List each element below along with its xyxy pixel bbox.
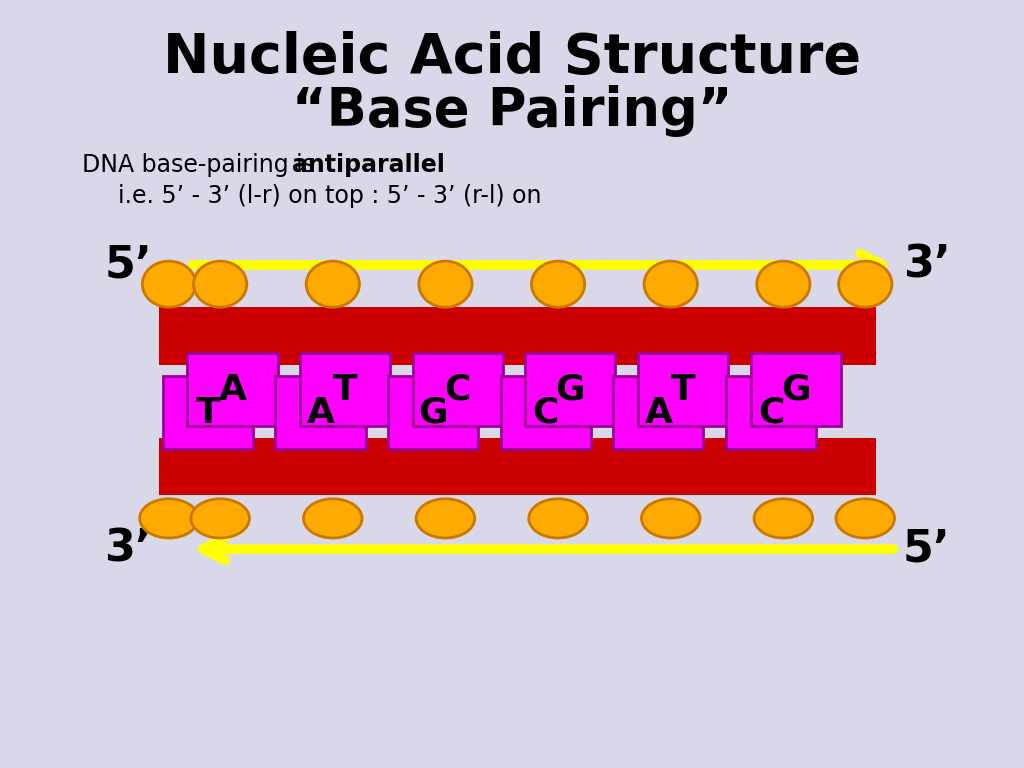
Ellipse shape — [757, 261, 810, 307]
Text: A: A — [218, 372, 247, 407]
Text: G: G — [556, 372, 585, 407]
Bar — [163, 376, 253, 449]
Ellipse shape — [142, 261, 196, 307]
Text: i.e. 5’ - 3’ (l-r) on top : 5’ - 3’ (r-l) on: i.e. 5’ - 3’ (l-r) on top : 5’ - 3’ (r-l… — [118, 184, 542, 208]
Bar — [638, 353, 728, 426]
Bar — [751, 353, 841, 426]
Bar — [187, 353, 278, 426]
Text: Nucleic Acid Structure: Nucleic Acid Structure — [163, 31, 861, 84]
Text: 5’: 5’ — [104, 243, 152, 286]
Ellipse shape — [531, 261, 585, 307]
Ellipse shape — [139, 499, 199, 538]
Bar — [388, 376, 478, 449]
Text: C: C — [758, 396, 784, 430]
Bar — [413, 353, 503, 426]
Ellipse shape — [754, 499, 813, 538]
Bar — [159, 307, 876, 365]
Ellipse shape — [839, 261, 892, 307]
Ellipse shape — [644, 261, 697, 307]
Ellipse shape — [194, 261, 247, 307]
Bar — [159, 438, 876, 495]
Text: G: G — [781, 372, 810, 407]
Ellipse shape — [641, 499, 700, 538]
Ellipse shape — [190, 499, 250, 538]
Text: DNA base-pairing is: DNA base-pairing is — [82, 153, 323, 177]
Text: G: G — [419, 396, 447, 430]
Text: A: A — [644, 396, 673, 430]
Text: “Base Pairing”: “Base Pairing” — [292, 85, 732, 137]
Ellipse shape — [303, 499, 362, 538]
Ellipse shape — [306, 261, 359, 307]
Bar — [501, 376, 591, 449]
Bar — [613, 376, 703, 449]
Ellipse shape — [528, 499, 588, 538]
Text: 5’: 5’ — [903, 528, 950, 571]
Text: A: A — [306, 396, 335, 430]
Bar — [525, 353, 615, 426]
Text: C: C — [444, 372, 471, 407]
Text: C: C — [532, 396, 559, 430]
Bar — [726, 376, 816, 449]
Text: antiparallel: antiparallel — [292, 153, 444, 177]
Bar — [275, 376, 366, 449]
Text: 3’: 3’ — [903, 243, 950, 286]
Text: T: T — [671, 372, 695, 407]
Ellipse shape — [416, 499, 475, 538]
Text: 3’: 3’ — [104, 528, 152, 571]
Text: T: T — [333, 372, 357, 407]
Ellipse shape — [836, 499, 895, 538]
Bar — [300, 353, 390, 426]
Ellipse shape — [419, 261, 472, 307]
Text: T: T — [196, 396, 220, 430]
